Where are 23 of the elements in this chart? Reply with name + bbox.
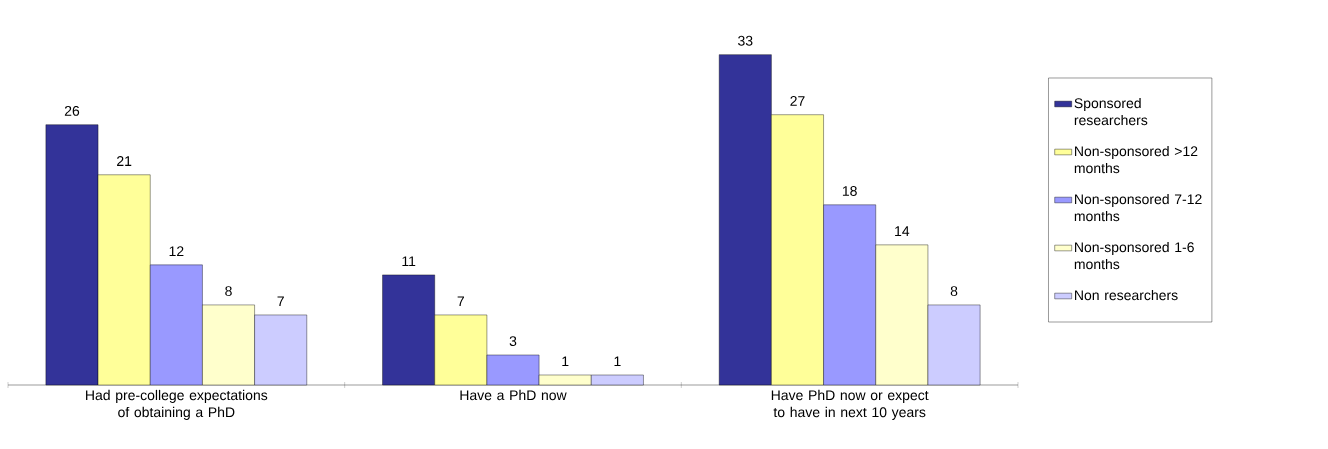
data-label: 7 xyxy=(457,296,464,307)
data-label: 3 xyxy=(509,336,517,347)
data-label: 1 xyxy=(562,356,569,367)
x-tick-label: Had pre-college expectations of obtaining a PhD xyxy=(86,389,268,420)
data-label: 27 xyxy=(790,96,805,106)
data-label: 14 xyxy=(895,226,910,236)
data-label: 8 xyxy=(950,286,958,297)
legend-label: Non researchers xyxy=(1075,289,1178,301)
x-tick-label: Have PhD now or expect to have in next 10 years xyxy=(771,389,929,420)
data-label: 8 xyxy=(225,286,232,297)
data-label: 7 xyxy=(277,296,284,307)
legend-label: Non-sponsored >12 months xyxy=(1074,145,1198,174)
data-label: 26 xyxy=(64,105,80,116)
legend-label: Non-sponsored 7-12 months xyxy=(1074,193,1202,222)
data-label: 33 xyxy=(738,35,753,46)
data-label: 11 xyxy=(402,256,416,267)
data-label: 18 xyxy=(842,186,857,196)
data-label: 1 xyxy=(614,356,621,367)
x-tick-label: Have a PhD now xyxy=(460,389,567,401)
data-label: 21 xyxy=(117,156,132,166)
legend-label: Non-sponsored 1-6 months xyxy=(1074,241,1194,270)
legend-label: Sponsored researchers xyxy=(1074,97,1148,126)
data-label: 12 xyxy=(169,246,184,256)
